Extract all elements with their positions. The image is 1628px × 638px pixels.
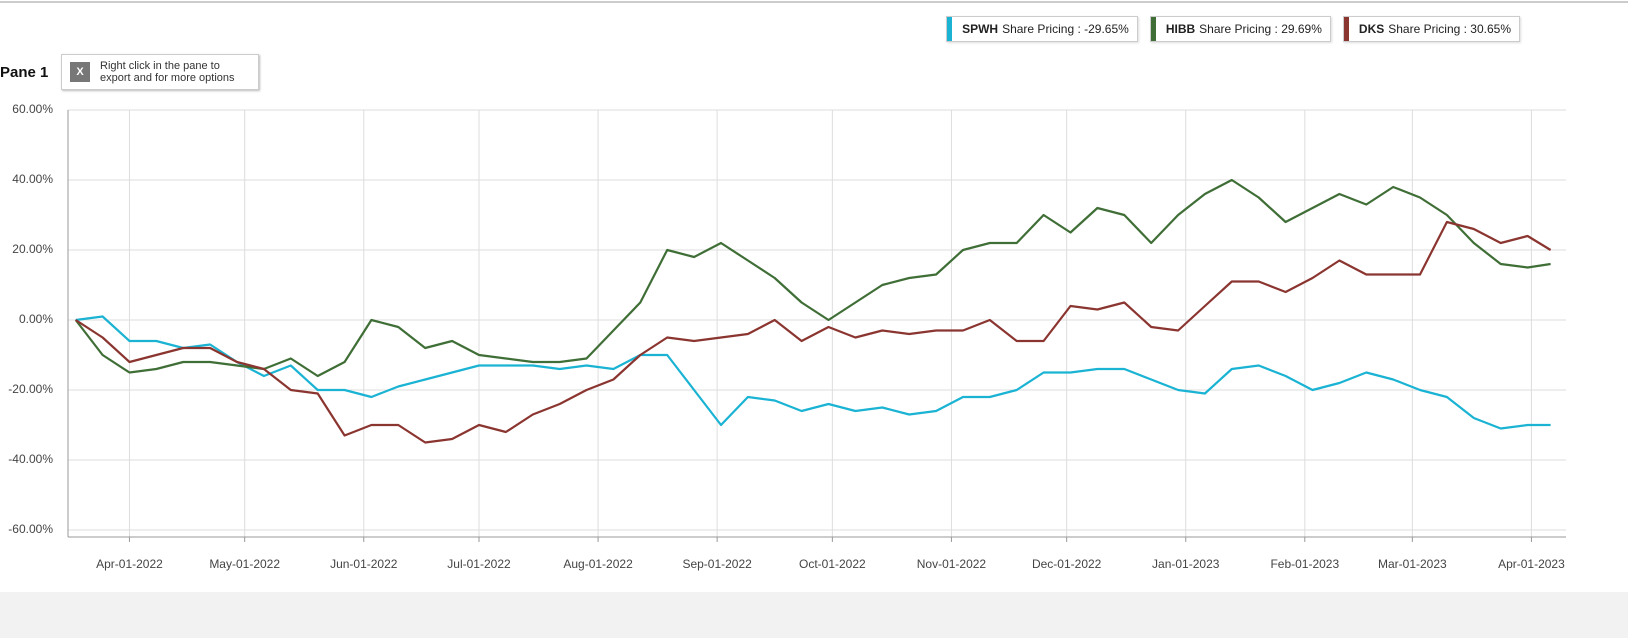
legend-text: Share Pricing : 29.69% bbox=[1199, 22, 1322, 36]
legend-name: HIBB bbox=[1165, 22, 1196, 36]
y-tick-label: 20.00% bbox=[12, 242, 53, 256]
legend-entry[interactable]: DKS Share Pricing : 30.65% bbox=[1342, 16, 1520, 42]
x-tick-label: Dec-01-2022 bbox=[1032, 557, 1102, 571]
legend-entry[interactable]: SPWH Share Pricing : -29.65% bbox=[946, 16, 1138, 42]
x-tick-label: Aug-01-2022 bbox=[563, 557, 633, 571]
y-tick-label: -20.00% bbox=[8, 382, 53, 396]
x-tick-label: Oct-01-2022 bbox=[799, 557, 866, 571]
series-line bbox=[75, 315, 1551, 430]
x-tick-label: Feb-01-2023 bbox=[1270, 557, 1339, 571]
top-border bbox=[0, 1, 1628, 3]
legend-swatch bbox=[947, 17, 953, 41]
hint-text: Right click in the pane to export and fo… bbox=[100, 60, 235, 84]
x-tick-label: Sep-01-2022 bbox=[682, 557, 752, 571]
y-tick-label: -60.00% bbox=[8, 522, 53, 536]
series-line bbox=[74, 178, 1551, 378]
x-tick-label: Mar-01-2023 bbox=[1378, 557, 1447, 571]
x-tick-label: May-01-2022 bbox=[209, 557, 280, 571]
legend-name: SPWH bbox=[962, 22, 999, 36]
x-tick-label: Apr-01-2023 bbox=[1498, 557, 1565, 571]
hint-line: Right click in the pane to bbox=[100, 60, 220, 72]
x-tick-label: Jul-01-2022 bbox=[447, 557, 511, 571]
y-tick-label: -40.00% bbox=[8, 452, 53, 466]
series-line bbox=[75, 220, 1552, 444]
legend: SPWH Share Pricing : -29.65% HIBB Share Pri… bbox=[946, 16, 1520, 42]
hint-line: export and for more options bbox=[100, 72, 235, 84]
legend-name: DKS bbox=[1358, 22, 1385, 36]
legend-entry[interactable]: HIBB Share Pricing : 29.69% bbox=[1149, 16, 1331, 42]
y-tick-label: 60.00% bbox=[12, 102, 53, 116]
y-tick-label: 0.00% bbox=[19, 312, 53, 326]
y-tick-label: 40.00% bbox=[12, 172, 53, 186]
export-hint[interactable]: X Right click in the pane to export and … bbox=[61, 54, 259, 90]
footer-band bbox=[0, 592, 1628, 638]
chart: 60.00% 40.00% 20.00% 0.00% -20.00% -40.00% -60… bbox=[8, 102, 1566, 571]
x-tick-label: Nov-01-2022 bbox=[917, 557, 987, 571]
x-tick-label: Apr-01-2022 bbox=[96, 557, 163, 571]
x-tick-label: Jun-01-2022 bbox=[330, 557, 398, 571]
legend-swatch bbox=[1343, 17, 1349, 41]
legend-swatch bbox=[1150, 17, 1156, 41]
pane-label: Pane 1 bbox=[0, 64, 49, 81]
excel-icon[interactable]: X bbox=[70, 62, 90, 82]
legend-text: Share Pricing : -29.65% bbox=[1002, 22, 1129, 36]
legend-text: Share Pricing : 30.65% bbox=[1388, 22, 1511, 36]
x-tick-label: Jan-01-2023 bbox=[1152, 557, 1220, 571]
